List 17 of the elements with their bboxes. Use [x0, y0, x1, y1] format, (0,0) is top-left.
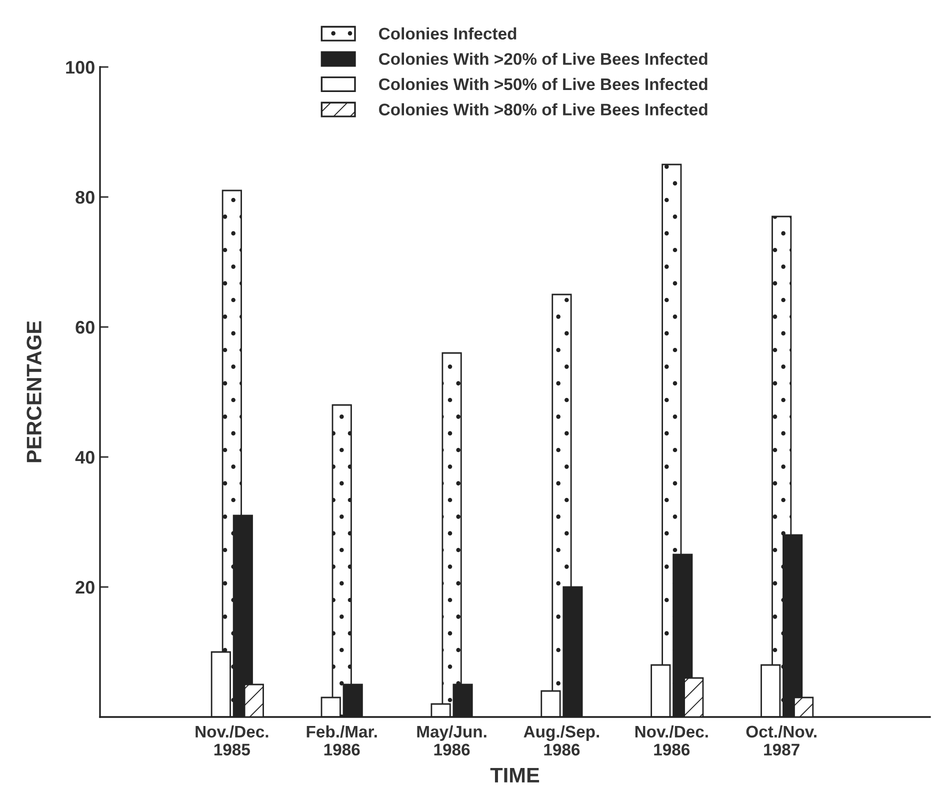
y-tick-label: 40: [75, 450, 94, 464]
x-tick-label: Nov./Dec. 1985: [196, 725, 268, 756]
y-tick-label: 60: [76, 320, 94, 334]
legend-label: Colonies With >20% of Live Bees Infected: [379, 52, 708, 65]
legend-label: Colonies With >80% of Live Bees Infected: [379, 103, 708, 116]
y-tick-label: 100: [66, 60, 94, 74]
y-axis-title: PERCENTAGE: [26, 321, 42, 462]
legend-label: Colonies Infected: [379, 27, 516, 40]
legend-label: Colonies With >50% of Live Bees Infected: [379, 78, 708, 90]
x-tick-label: Nov./Dec. 1986: [635, 725, 708, 756]
x-tick-label: Feb./Mar. 1986: [306, 725, 377, 756]
x-tick-label: Oct./Nov. 1987: [746, 725, 816, 756]
x-tick-label: May/Jun. 1986: [417, 725, 486, 756]
x-axis-title: TIME: [490, 768, 540, 782]
y-tick-label: 80: [76, 190, 94, 204]
y-tick-label: 20: [76, 580, 94, 594]
x-tick-label: Aug./Sep. 1986: [524, 725, 600, 756]
